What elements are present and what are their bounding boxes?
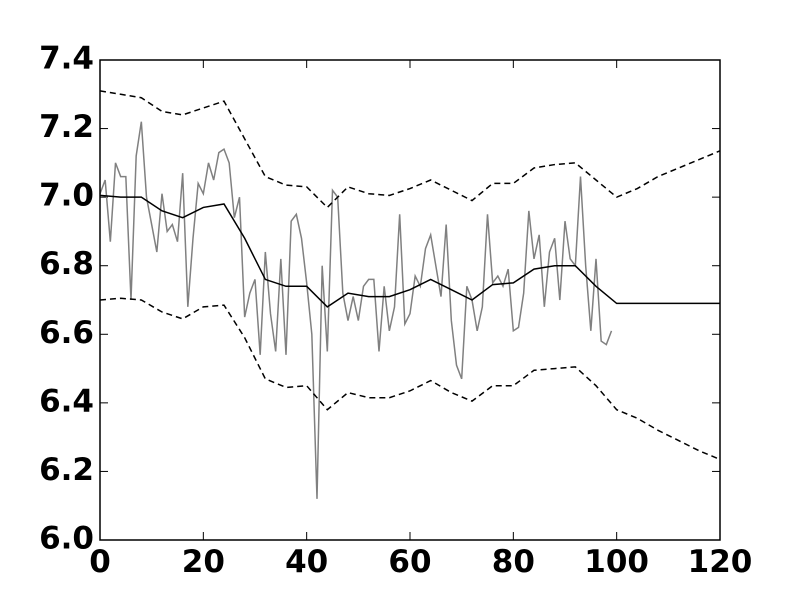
lines bbox=[99, 90, 721, 499]
x-tick-label: 120 bbox=[688, 544, 753, 580]
y-tick-label: 6.0 bbox=[39, 521, 94, 557]
plot-frame bbox=[99, 59, 721, 541]
x-tick-label: 60 bbox=[388, 544, 431, 580]
x-tick-label: 20 bbox=[182, 544, 225, 580]
x-tick-label: 100 bbox=[584, 544, 649, 580]
data-line bbox=[99, 90, 721, 209]
y-tick-label: 7.4 bbox=[39, 41, 94, 77]
ticks: 6.0 6.2 6.4 6.6 6.8 7.0 7.2 7.4 0 20 40 60 80 100 120 bbox=[39, 41, 752, 581]
y-tick-label: 6.6 bbox=[39, 315, 94, 351]
data-line bbox=[99, 194, 720, 308]
y-tick-label: 6.2 bbox=[39, 452, 94, 488]
y-tick-label: 6.4 bbox=[39, 383, 94, 419]
x-tick-label: 40 bbox=[285, 544, 328, 580]
y-tick-label: 7.2 bbox=[39, 109, 94, 145]
y-tick-label: 7.0 bbox=[39, 178, 94, 214]
x-tick-label: 0 bbox=[89, 544, 111, 580]
data-line bbox=[99, 121, 613, 499]
data-line bbox=[99, 297, 721, 461]
x-tick-label: 80 bbox=[492, 544, 535, 580]
y-tick-label: 6.8 bbox=[39, 246, 94, 282]
